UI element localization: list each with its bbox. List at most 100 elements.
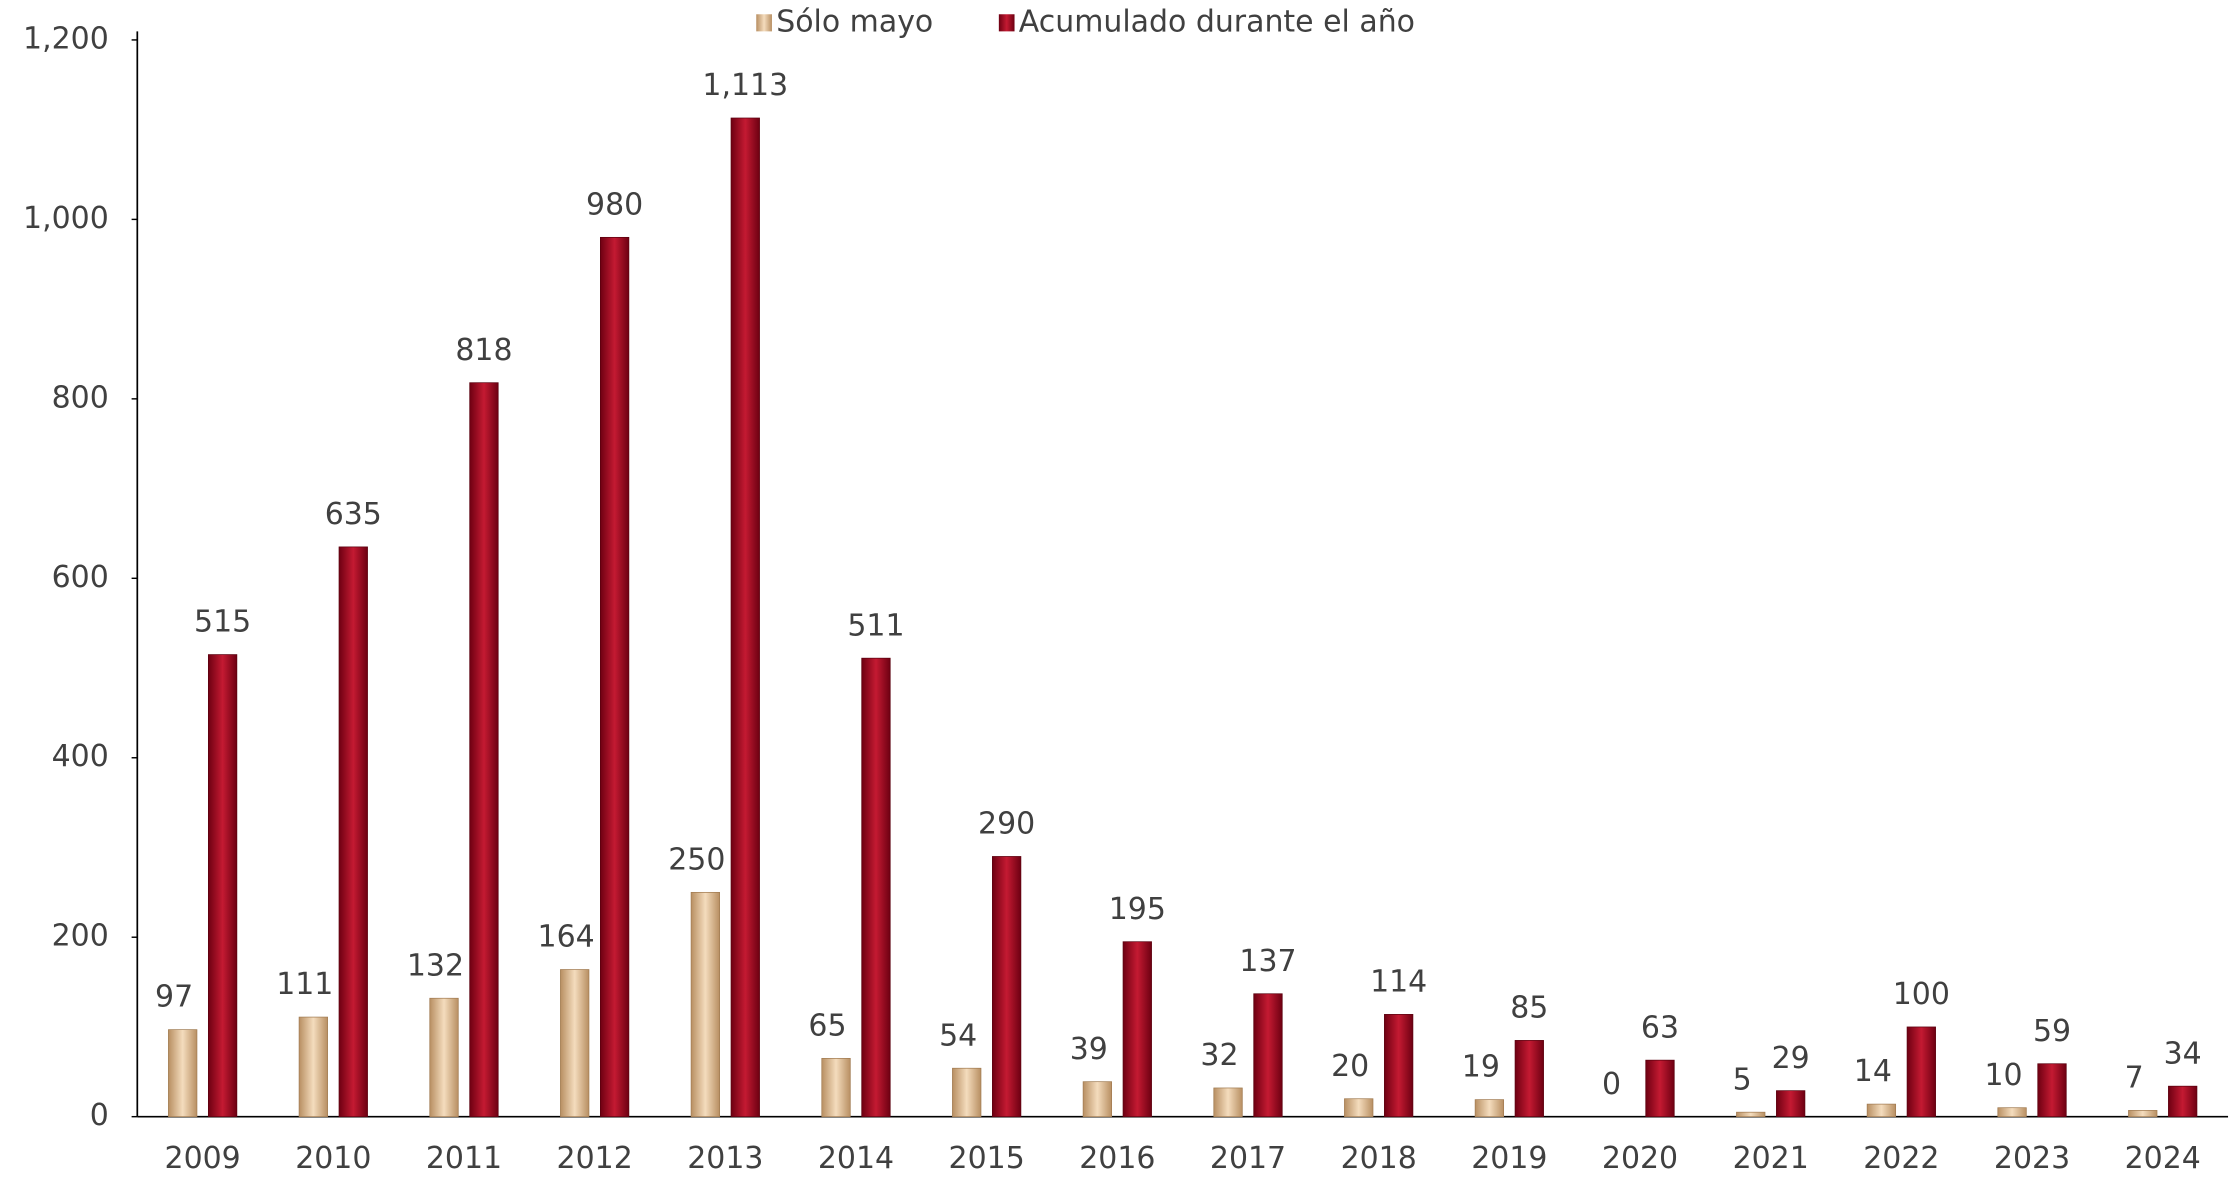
data-label: 20 (1331, 1049, 1369, 1084)
x-tick-label: 2009 (165, 1141, 241, 1176)
y-tick-label: 800 (52, 380, 109, 415)
data-label: 0 (1602, 1067, 1621, 1102)
bar (2128, 1110, 2158, 1118)
bar (861, 657, 891, 1118)
bar (1645, 1059, 1675, 1118)
label-box (1710, 1059, 1774, 1103)
label-box (1841, 1051, 1905, 1095)
x-tick-label: 2011 (426, 1141, 502, 1176)
bar (1906, 1026, 1936, 1118)
data-label: 10 (1984, 1058, 2022, 1093)
bar (1736, 1111, 1766, 1118)
legend-label: Acumulado durante el año (1019, 4, 1415, 39)
bar (2037, 1063, 2067, 1118)
label-box (1057, 1028, 1121, 1072)
bar (2168, 1085, 2198, 1118)
label-box (142, 976, 206, 1020)
data-label: 511 (847, 608, 904, 643)
label-box (273, 964, 337, 1008)
data-label: 111 (276, 967, 333, 1002)
label-box (1188, 1035, 1251, 1078)
bar (469, 382, 499, 1118)
data-label: 54 (939, 1018, 977, 1053)
bar (730, 117, 760, 1118)
data-label: 250 (668, 842, 725, 877)
bar (207, 654, 238, 1118)
label-box (1318, 1045, 1382, 1089)
x-tick-label: 2021 (1733, 1141, 1809, 1176)
bar (1122, 941, 1152, 1118)
label-box (404, 945, 467, 989)
label-box (1449, 1046, 1513, 1090)
data-label: 137 (1239, 944, 1296, 979)
data-label: 132 (407, 948, 464, 983)
x-tick-label: 2015 (949, 1141, 1025, 1176)
data-label: 34 (2164, 1036, 2202, 1071)
label-box (796, 1005, 859, 1049)
data-label: 39 (1070, 1032, 1108, 1067)
x-tick-label: 2022 (1863, 1141, 1939, 1176)
label-box (534, 916, 598, 960)
bar (952, 1067, 982, 1118)
data-label: 5 (1733, 1062, 1752, 1097)
bar (1082, 1081, 1112, 1118)
data-label: 1,113 (702, 68, 788, 103)
x-tick-label: 2018 (1341, 1141, 1417, 1176)
legend-label: Sólo mayo (776, 4, 933, 39)
bar (1384, 1014, 1414, 1118)
bar (298, 1016, 328, 1118)
bar (1514, 1040, 1544, 1118)
x-tick-label: 2012 (557, 1141, 633, 1176)
x-tick-label: 2017 (1210, 1141, 1286, 1176)
data-label: 85 (1510, 991, 1548, 1026)
data-label: 63 (1641, 1010, 1679, 1045)
bar (1866, 1103, 1897, 1118)
bar (1344, 1098, 1374, 1118)
data-label: 980 (586, 187, 643, 222)
label-box (665, 839, 729, 883)
label-box (1972, 1054, 2035, 1098)
x-tick-label: 2020 (1602, 1141, 1678, 1176)
data-label: 114 (1370, 965, 1427, 1000)
y-tick-label: 200 (52, 919, 109, 954)
label-box (2102, 1057, 2166, 1101)
bar (1997, 1107, 2027, 1118)
x-tick-label: 2013 (687, 1141, 763, 1176)
bar (338, 546, 368, 1118)
bar (429, 997, 459, 1118)
data-label: 818 (455, 333, 512, 368)
x-tick-label: 2024 (2125, 1141, 2201, 1176)
x-tick-label: 2023 (1994, 1141, 2070, 1176)
bar (992, 856, 1022, 1118)
data-label: 635 (325, 497, 382, 532)
y-tick-label: 600 (52, 560, 109, 595)
bar (821, 1057, 851, 1118)
data-label: 515 (194, 605, 251, 640)
label-box (926, 1015, 990, 1059)
data-label: 97 (155, 980, 193, 1015)
legend-swatch (756, 14, 772, 32)
data-label: 7 (2125, 1061, 2144, 1096)
x-tick-label: 2014 (818, 1141, 894, 1176)
label-box (1580, 1063, 1643, 1107)
y-tick-label: 1,200 (23, 21, 109, 56)
bar (690, 891, 720, 1118)
bar (1776, 1090, 1806, 1118)
bar (168, 1029, 198, 1118)
data-label: 164 (538, 920, 595, 955)
data-label: 19 (1462, 1050, 1500, 1085)
bar (560, 969, 590, 1118)
data-label: 65 (808, 1008, 846, 1043)
data-label: 59 (2033, 1014, 2071, 1049)
data-label: 29 (1772, 1041, 1810, 1076)
data-label: 100 (1893, 977, 1950, 1012)
y-tick-label: 400 (52, 739, 109, 774)
x-tick-label: 2019 (1471, 1141, 1547, 1176)
bar (1253, 993, 1283, 1118)
bar (1474, 1099, 1505, 1118)
data-label: 14 (1854, 1054, 1892, 1089)
bar (1213, 1087, 1243, 1118)
x-tick-label: 2016 (1079, 1141, 1155, 1176)
data-label: 195 (1109, 892, 1166, 927)
